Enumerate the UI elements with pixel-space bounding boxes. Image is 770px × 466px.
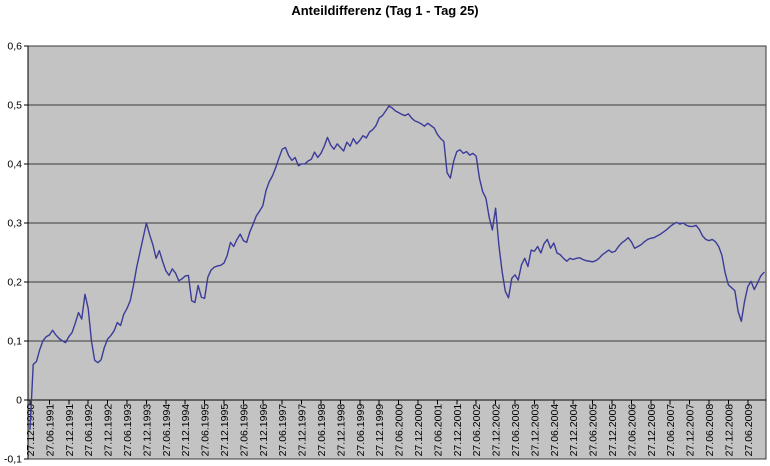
x-axis-tick-label: 27.06.2004 [549,404,561,457]
x-axis-tick-label: 27.06.1991 [44,404,56,457]
x-axis-tick-label: 27.12.2000 [413,404,425,457]
x-axis-tick-label: 27.12.1993 [141,404,153,457]
x-axis-tick-label: 27.06.2007 [665,404,677,457]
x-axis-tick-label: 27.06.2003 [510,404,522,457]
x-axis-tick-label: 27.12.1992 [103,404,115,457]
y-axis-tick-label: 0,5 [7,99,22,111]
x-axis-tick-label: 27.12.1999 [374,404,386,457]
x-axis-tick-label: 27.12.1998 [335,404,347,457]
x-axis-tick-label: 27.06.1999 [355,404,367,457]
y-axis-tick-label: -0,1 [4,453,22,465]
y-axis-tick-label: 0,2 [7,276,22,288]
x-axis-tick-label: 27.12.1991 [64,404,76,457]
x-axis-tick-label: 27.06.2001 [432,404,444,457]
plot-area [28,46,766,459]
y-axis-tick-label: 0,3 [7,217,22,229]
x-axis-tick-label: 27.12.2005 [607,404,619,457]
x-axis-tick-label: 27.06.2008 [704,404,716,457]
x-axis-tick-label: 27.06.1992 [83,404,95,457]
x-axis-tick-label: 27.06.2002 [471,404,483,457]
x-axis-tick-label: 27.12.2007 [685,404,697,457]
y-axis-tick-label: 0 [16,394,22,406]
x-axis-tick-label: 27.12.1997 [297,404,309,457]
data-series-line [29,105,765,431]
x-axis-tick-label: 27.12.2004 [568,404,580,457]
x-axis-tick-label: 27.12.1990 [25,404,37,457]
x-axis-tick-label: 27.06.2006 [626,404,638,457]
x-axis-tick-label: 27.12.2006 [646,404,658,457]
y-axis-tick-label: 0,4 [7,158,22,170]
x-axis-tick-label: 27.06.1996 [238,404,250,457]
x-axis-tick-label: 27.06.1993 [122,404,134,457]
x-axis-tick-label: 27.06.1997 [277,404,289,457]
x-axis-tick-label: 27.12.2008 [723,404,735,457]
x-axis-tick-label: 27.12.2002 [491,404,503,457]
x-axis-tick-label: 27.06.1994 [161,404,173,457]
x-axis-tick-label: 27.12.1994 [180,404,192,457]
y-axis-tick-label: 0,6 [7,41,22,53]
x-axis-tick-label: 27.06.2009 [743,404,755,457]
x-axis-tick-label: 27.06.1995 [200,404,212,457]
x-axis-tick-label: 27.12.1995 [219,404,231,457]
x-axis-tick-label: 27.06.2005 [588,404,600,457]
x-axis-tick-label: 27.12.2001 [452,404,464,457]
chart-title: Anteildifferenz (Tag 1 - Tag 25) [291,3,479,18]
x-axis-tick-label: 27.06.1998 [316,404,328,457]
x-axis-tick-label: 27.06.2000 [394,404,406,457]
y-axis-tick-label: 0,1 [7,335,22,347]
x-axis-tick-label: 27.12.2003 [529,404,541,457]
x-axis-tick-label: 27.12.1996 [258,404,270,457]
